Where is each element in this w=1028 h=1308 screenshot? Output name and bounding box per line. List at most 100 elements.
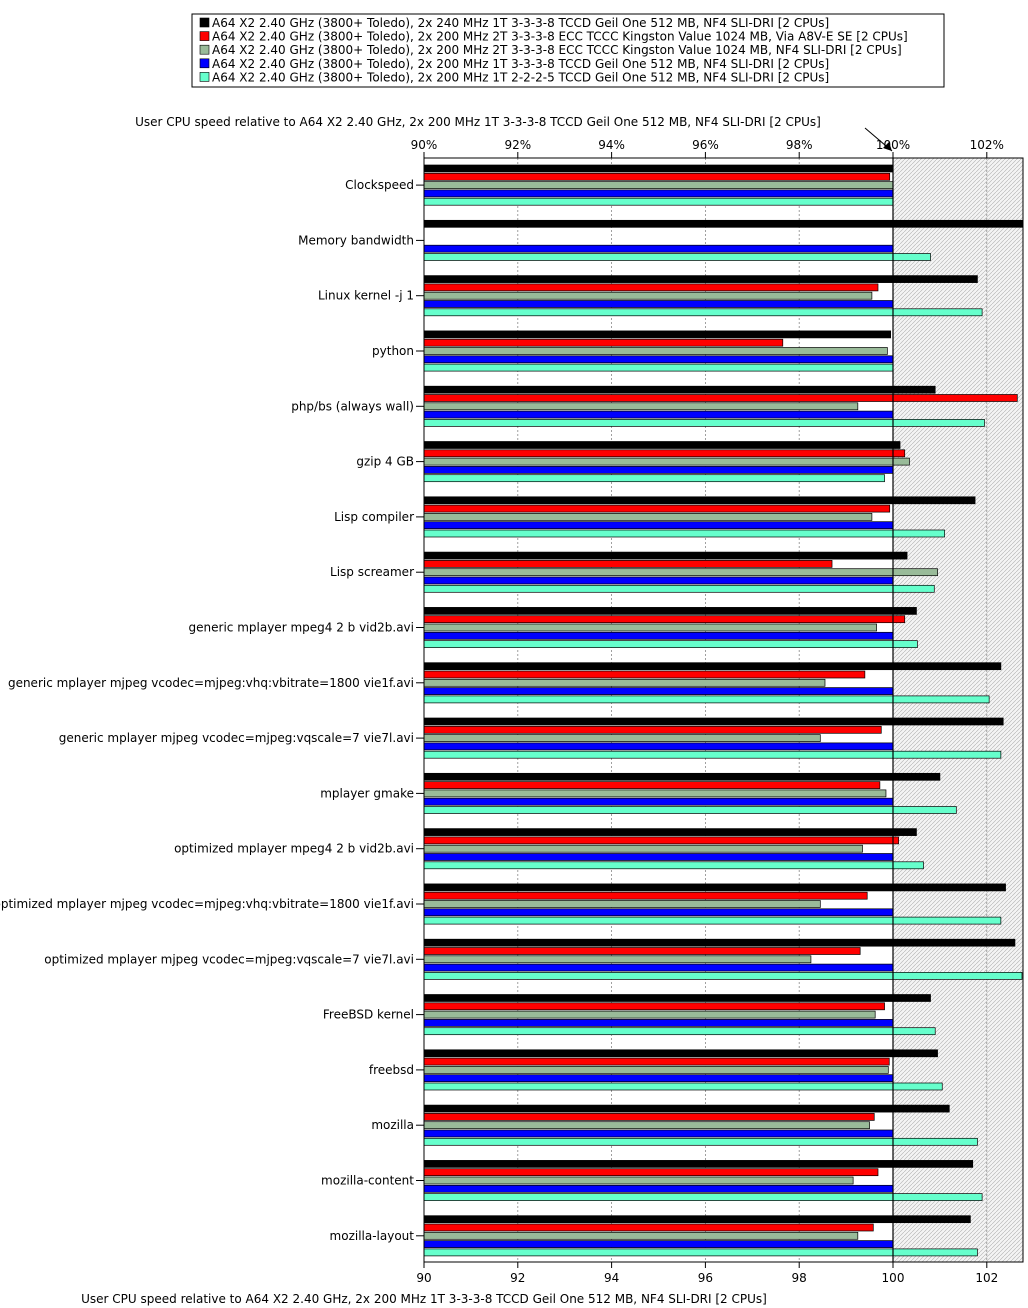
bar: [423, 781, 881, 789]
bar: [423, 172, 891, 181]
bar: [423, 402, 859, 411]
bar: [423, 449, 906, 458]
top-tick-label: 96%: [692, 138, 719, 152]
top-tick-label: 90%: [411, 138, 438, 152]
category-label: gzip 4 GB: [356, 455, 414, 469]
legend-swatch: [199, 72, 210, 82]
bar: [423, 883, 1006, 892]
bar: [423, 219, 1024, 228]
bar: [423, 615, 906, 624]
bar: [423, 900, 821, 908]
bar: [423, 1010, 876, 1019]
category-label: Memory bandwidth: [298, 233, 414, 247]
category-label: generic mplayer mjpeg vcodec=mjpeg:vqsca…: [59, 731, 414, 745]
category-label: optimized mplayer mjpeg vcodec=mjpeg:vqs…: [44, 952, 414, 966]
bar: [423, 1049, 938, 1058]
category-label: generic mplayer mjpeg vcodec=mjpeg:vhq:v…: [8, 676, 414, 690]
bar: [423, 1240, 894, 1248]
bar: [423, 189, 894, 198]
bar: [423, 1184, 894, 1193]
legend: A64 X2 2.40 GHz (3800+ Toledo), 2x 240 M…: [191, 13, 945, 88]
bar: [423, 474, 885, 483]
bottom-tick-label: 98: [792, 1271, 807, 1285]
top-tick-label: 100%: [876, 138, 910, 152]
bar: [423, 1193, 983, 1201]
bottom-tick-label: 92: [510, 1271, 525, 1285]
legend-label: A64 X2 2.40 GHz (3800+ Toledo), 2x 200 M…: [212, 30, 908, 44]
bar: [423, 513, 873, 521]
bar: [423, 466, 894, 474]
bar: [423, 1160, 974, 1168]
legend-swatch: [199, 58, 210, 69]
axes: 90% 90 92% 92 94% 94 96% 96 98% 98 100% 100 102% 102: [411, 138, 1024, 1285]
bar: [423, 394, 1018, 402]
bar: [423, 662, 1002, 671]
bar: [423, 836, 899, 845]
category-label: optimized mplayer mjpeg vcodec=mjpeg:vhq…: [0, 897, 414, 911]
bar: [423, 457, 910, 466]
bottom-tick-label: 90: [416, 1271, 431, 1285]
bar: [423, 441, 901, 449]
bar: [423, 275, 978, 283]
plot-frame: [423, 157, 1024, 1263]
bar: [423, 1104, 950, 1113]
bar: [423, 772, 941, 781]
plot-area-above-baseline: [893, 158, 1023, 1262]
category-label: mozilla-layout: [330, 1229, 415, 1243]
bottom-tick-label: 94: [604, 1271, 619, 1285]
bar: [423, 347, 888, 355]
category-label: freebsd: [369, 1063, 414, 1077]
bar: [423, 963, 894, 972]
bars: Clockspeed Memory bandwidth Linux kernel -…: [0, 164, 1024, 1257]
category-label: php/bs (always wall): [291, 399, 414, 413]
bar: [423, 994, 931, 1002]
bar: [423, 1231, 859, 1240]
bar: [423, 355, 894, 364]
bar: [423, 300, 894, 308]
bar: [423, 687, 894, 695]
bottom-tick-label: 100: [882, 1271, 905, 1285]
bar: [423, 419, 985, 427]
bar: [423, 640, 918, 648]
bar: [423, 806, 957, 814]
bar: [423, 1215, 971, 1224]
bar: [423, 750, 1002, 759]
bar: [423, 330, 892, 339]
bar: [423, 338, 784, 347]
bar: [423, 584, 935, 593]
bar: [423, 695, 990, 704]
top-tick-label: 102%: [970, 138, 1004, 152]
bar: [423, 1121, 870, 1130]
bar: [423, 1248, 978, 1257]
bar: [423, 1057, 890, 1066]
legend-swatch: [199, 17, 210, 28]
top-tick-label: 98%: [786, 138, 813, 152]
bar: [423, 385, 936, 394]
bar: [423, 1002, 885, 1011]
bar: [423, 283, 879, 292]
bar: [423, 308, 983, 317]
bar: [423, 363, 894, 372]
bar: [423, 1129, 894, 1138]
category-label: FreeBSD kernel: [323, 1008, 414, 1022]
category-label: Clockspeed: [345, 178, 414, 192]
top-axis-title: User CPU speed relative to A64 X2 2.40 G…: [135, 115, 821, 129]
category-label: mplayer gmake: [320, 786, 414, 800]
bar: [423, 853, 894, 861]
bar: [423, 972, 1023, 980]
category-label: generic mplayer mpeg4 2 b vid2b.avi: [189, 621, 414, 635]
bar: [423, 1082, 943, 1091]
bar: [423, 623, 877, 632]
legend-swatch: [199, 31, 210, 41]
bar: [423, 1137, 978, 1146]
category-label: Lisp screamer: [330, 565, 414, 579]
bar: [423, 861, 924, 870]
bar: [423, 529, 945, 538]
x-axis-title: User CPU speed relative to A64 X2 2.40 G…: [81, 1292, 767, 1306]
bar: [423, 1027, 936, 1036]
bar: [423, 938, 1016, 947]
bar: [423, 410, 894, 419]
bar: [423, 955, 812, 964]
bar: [423, 181, 894, 189]
bar: [423, 916, 1002, 925]
